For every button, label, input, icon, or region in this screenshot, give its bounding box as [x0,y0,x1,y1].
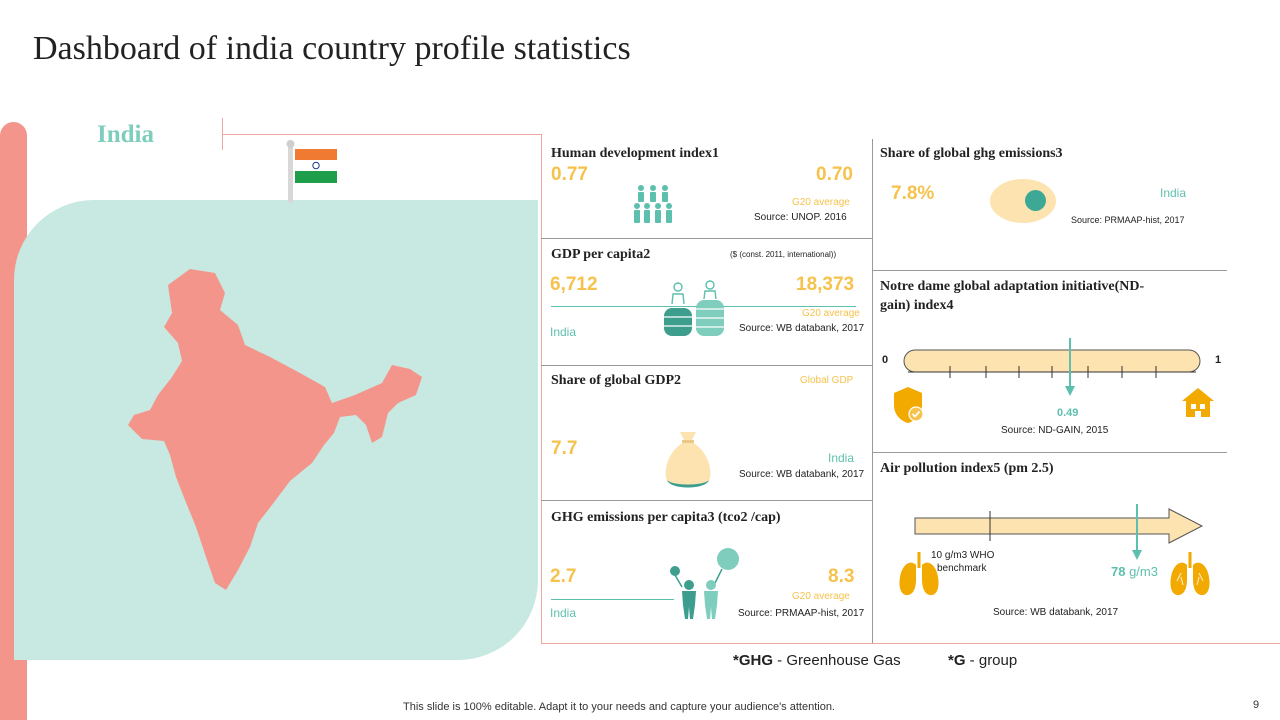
coins-people-icon [662,280,726,343]
share-ghg-country: India [1160,186,1187,200]
ndgain-scale [900,336,1206,405]
air-who-2: benchmark [937,563,987,574]
lungs-icon [898,551,940,602]
ndgain-source: Source: ND-GAIN, 2015 [1001,425,1109,436]
hdi-heading: Human development index1 [551,146,720,161]
divider [222,134,542,135]
legend-g-abbr: *G [948,652,966,669]
air-who-1: 10 g/m3 WHO [931,550,995,561]
share-ghg-heading: Share of global ghg emissions3 [880,146,1063,161]
house-icon [1180,386,1216,423]
gdp-capita-heading: GDP per capita2 [551,247,651,262]
india-map [120,265,430,600]
share-ghg-source: Source: PRMAAP-hist, 2017 [1071,215,1185,225]
gdp-capita-value: 6,712 [550,274,598,295]
ndgain-value: 0.49 [1057,407,1079,419]
page-number: 9 [1253,699,1260,711]
air-heading: Air pollution index5 (pm 2.5) [880,461,1054,476]
ghg-capita-line [551,599,674,600]
gdp-capita-g20-value: 18,373 [796,274,855,295]
share-ghg-ellipse [990,179,1056,223]
divider [222,118,223,150]
gdp-capita-source: Source: WB databank, 2017 [739,323,865,334]
country-title: India [97,121,154,148]
ndgain-heading-2: gain) index4 [880,298,954,313]
legend-ghg: *GHG - Greenhouse Gas [733,652,901,669]
air-arrow [912,507,1208,550]
air-value-unit: g/m3 [1125,564,1158,579]
divider [541,238,872,239]
gdp-capita-g20-label: G20 average [802,308,860,319]
share-gdp-source: Source: WB databank, 2017 [739,469,865,480]
footer-note: This slide is 100% editable. Adapt it to… [403,701,835,713]
gdp-capita-country: India [550,325,577,339]
flag-icon [286,139,340,208]
share-gdp-global-label: Global GDP [800,375,854,386]
hdi-source: Source: UNOP. 2016 [754,212,847,223]
ghg-capita-country: India [550,606,577,620]
ghg-capita-source: Source: PRMAAP-hist, 2017 [738,608,865,619]
legend-ghg-text: - Greenhouse Gas [773,652,901,669]
divider [872,270,1227,271]
air-value: 78 g/m3 [1111,564,1158,579]
divider [872,452,1227,453]
hdi-g20-value: 0.70 [816,164,853,185]
gdp-capita-unit: ($ (const. 2011, international)) [730,250,837,259]
hdi-value: 0.77 [551,164,588,185]
share-ghg-value: 7.8% [891,183,935,204]
legend-g: *G - group [948,652,1017,669]
divider [541,365,872,366]
air-marker [1130,504,1144,567]
page-title: Dashboard of india country profile stati… [33,30,631,67]
polluted-lungs-icon [1169,551,1211,602]
ndgain-min: 0 [882,354,889,366]
ndgain-max: 1 [1215,354,1222,366]
divider [541,500,872,501]
legend-ghg-abbr: *GHG [733,652,774,669]
money-bag-icon [664,428,712,497]
ndgain-marker [1063,336,1077,403]
divider [541,643,1280,644]
ndgain-heading-1: Notre dame global adaptation initiative(… [880,279,1145,294]
ghg-capita-g20-label: G20 average [792,591,850,602]
shield-check-icon [891,385,927,430]
ghg-capita-value: 2.7 [550,566,577,587]
ghg-capita-heading: GHG emissions per capita3 (tco2 /cap) [551,510,781,525]
legend-g-text: - group [965,652,1018,669]
divider [541,134,542,644]
share-gdp-value: 7.7 [551,438,578,459]
share-gdp-country: India [828,451,855,465]
hdi-g20-label: G20 average [792,197,850,208]
ghg-capita-g20-value: 8.3 [828,566,855,587]
people-balloon-icon [664,547,744,626]
people-group-icon [632,184,674,229]
share-ghg-dot [1025,190,1046,211]
divider [872,139,873,643]
air-source: Source: WB databank, 2017 [993,607,1119,618]
share-gdp-heading: Share of global GDP2 [551,373,682,388]
air-value-num: 78 [1111,564,1126,579]
